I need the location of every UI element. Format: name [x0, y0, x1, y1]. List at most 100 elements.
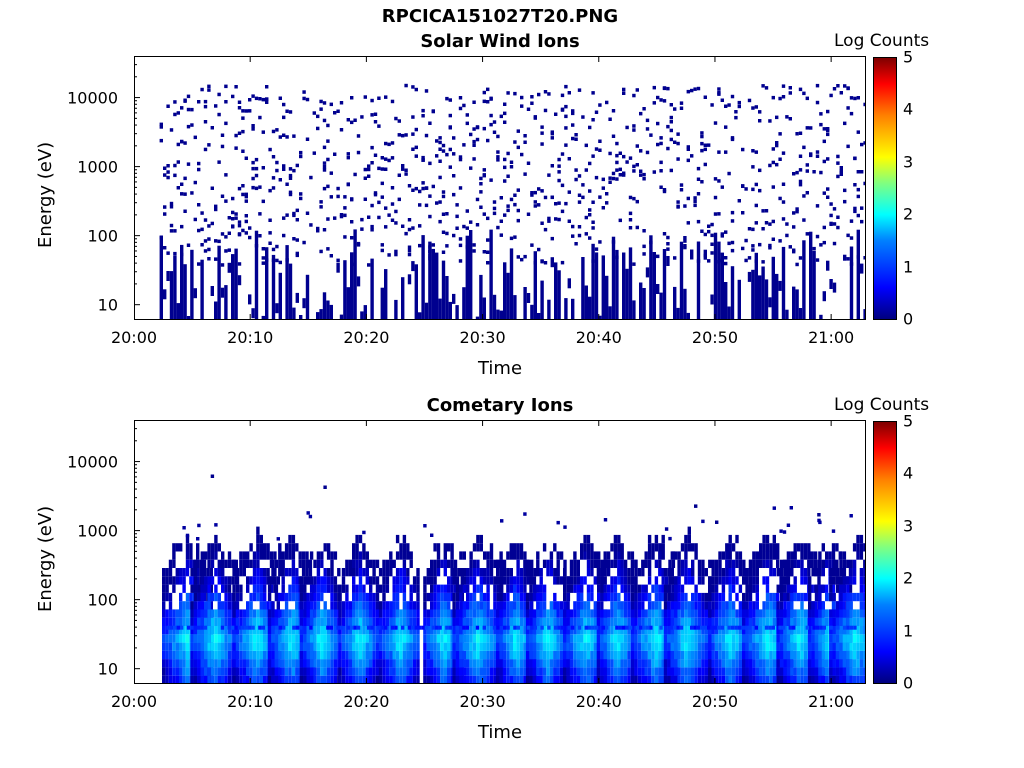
data-cell	[581, 115, 585, 119]
data-cell	[634, 659, 638, 668]
data-cell	[627, 584, 631, 593]
data-cell	[761, 266, 765, 320]
data-cell	[540, 142, 544, 146]
data-cell	[737, 100, 741, 105]
data-cell	[244, 231, 248, 235]
data-cell	[320, 675, 324, 684]
data-cell	[560, 209, 565, 214]
data-cell	[227, 659, 232, 668]
data-cell	[642, 244, 646, 249]
data-cell	[821, 617, 825, 626]
data-cell	[543, 195, 548, 200]
data-cell	[553, 576, 557, 585]
data-cell	[693, 87, 697, 91]
data-cell	[423, 601, 427, 610]
data-cell	[172, 659, 176, 668]
data-cell	[249, 609, 253, 618]
data-cell	[377, 96, 381, 100]
data-cell	[809, 153, 813, 158]
data-cell	[306, 675, 310, 684]
data-cell	[406, 659, 410, 668]
data-cell	[159, 122, 163, 127]
data-cell	[772, 667, 776, 676]
data-cell	[713, 232, 718, 320]
data-cell	[254, 96, 259, 101]
data-cell	[752, 675, 756, 684]
data-cell	[224, 285, 228, 320]
data-cell	[395, 609, 400, 618]
data-cell	[598, 103, 602, 107]
data-cell	[724, 104, 728, 108]
data-cell	[306, 601, 310, 610]
data-cell	[576, 617, 580, 626]
data-cell	[235, 642, 240, 651]
data-cell	[406, 576, 410, 585]
data-cell	[540, 259, 544, 263]
data-cell	[656, 95, 660, 100]
data-cell	[458, 155, 463, 159]
data-cell	[769, 667, 773, 676]
data-cell	[200, 87, 204, 92]
data-cell	[369, 634, 373, 643]
data-cell	[856, 551, 860, 560]
data-cell	[793, 559, 797, 568]
data-cell	[169, 128, 174, 132]
data-cell	[762, 543, 766, 552]
data-cell	[586, 626, 591, 635]
data-cell	[826, 260, 830, 271]
data-cell	[362, 626, 366, 635]
data-cell	[183, 264, 187, 320]
data-cell	[617, 559, 621, 568]
data-cell	[846, 667, 850, 676]
data-cell	[295, 584, 299, 593]
data-cell	[440, 642, 444, 651]
data-cell	[556, 551, 560, 560]
data-cell	[686, 221, 690, 225]
data-cell	[382, 667, 386, 676]
data-cell	[182, 659, 186, 668]
data-cell	[486, 87, 490, 92]
data-cell	[365, 601, 369, 610]
data-cell	[566, 576, 570, 585]
data-cell	[207, 543, 211, 552]
data-cell	[261, 315, 265, 320]
data-cell	[701, 650, 705, 660]
data-cell	[406, 642, 410, 651]
data-cell	[458, 259, 463, 263]
data-cell	[316, 229, 320, 233]
data-cell	[782, 530, 787, 534]
data-cell	[800, 609, 804, 618]
data-cell	[566, 650, 570, 660]
data-cell	[322, 168, 327, 172]
solar-wind-spectrogram	[134, 56, 866, 320]
data-cell	[265, 85, 269, 89]
data-cell	[291, 576, 296, 585]
data-cell	[345, 675, 349, 684]
data-cell	[267, 642, 272, 651]
data-cell	[786, 609, 791, 618]
data-cell	[796, 675, 801, 684]
data-cell	[686, 158, 690, 163]
data-cell	[193, 617, 198, 626]
data-cell	[430, 617, 434, 626]
data-cell	[593, 659, 597, 668]
data-cell	[651, 667, 655, 676]
data-cell	[796, 609, 801, 618]
data-cell	[423, 576, 427, 585]
data-cell	[406, 568, 410, 577]
data-cell	[326, 184, 330, 189]
data-cell	[499, 576, 503, 585]
data-cell	[596, 659, 601, 668]
data-cell	[611, 236, 616, 320]
data-cell	[224, 592, 228, 602]
data-cell	[499, 219, 503, 223]
data-cell	[714, 667, 719, 676]
data-cell	[658, 634, 662, 643]
data-cell	[635, 88, 639, 92]
data-cell	[556, 559, 560, 568]
data-cell	[401, 133, 405, 138]
data-cell	[475, 197, 480, 202]
data-cell	[278, 568, 282, 577]
x-tick-label: 20:30	[459, 328, 506, 347]
data-cell	[326, 675, 331, 684]
